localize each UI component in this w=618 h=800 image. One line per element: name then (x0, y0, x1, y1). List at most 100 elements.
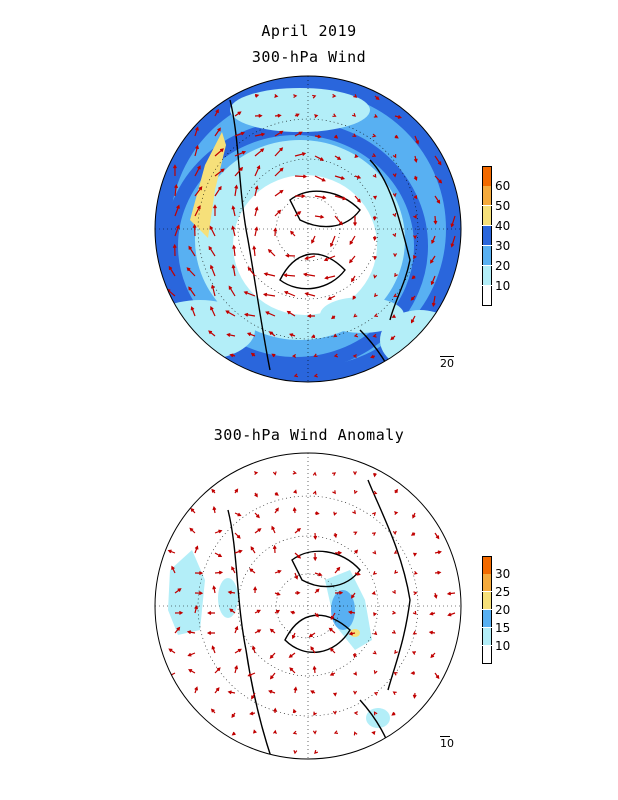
wind-arrow-icon (268, 331, 276, 337)
wind-arrow-icon (373, 255, 377, 261)
wind-arrow-icon (274, 94, 279, 98)
wind-arrow-icon (294, 113, 300, 118)
wind-arrow-icon (372, 153, 377, 157)
wind-arrow-icon (231, 264, 236, 277)
colorbar-label: 50 (495, 199, 511, 213)
wind-arrow-icon (168, 265, 176, 277)
wind-arrow-icon (414, 135, 419, 145)
wind-arrow-icon (273, 707, 278, 714)
wind-arrow-icon (254, 185, 259, 197)
wind-arrow-icon (246, 332, 256, 337)
wind-arrow-icon (434, 175, 443, 184)
wind-arrow-icon (194, 165, 201, 177)
wind-arrow-icon (214, 168, 225, 177)
wind-arrow-icon (394, 649, 398, 655)
wind-arrow-icon (227, 590, 236, 595)
wind-arrow-icon (292, 506, 297, 514)
wind-arrow-icon (234, 488, 239, 494)
wind-arrow-icon (314, 195, 327, 200)
wind-arrow-icon (373, 293, 378, 298)
wind-arrow-icon (190, 507, 196, 514)
wind-arrow-icon (430, 652, 436, 659)
wind-arrow-icon (194, 144, 199, 157)
wind-arrow-icon (210, 708, 216, 714)
wind-arrow-icon (352, 133, 357, 137)
wind-arrow-icon (210, 306, 216, 317)
wind-arrow-icon (231, 566, 236, 574)
wind-arrow-icon (332, 710, 337, 715)
wind-arrow-icon (332, 490, 336, 495)
wind-arrow-icon (231, 225, 236, 237)
colorbar-label: 60 (495, 179, 511, 193)
wind-arrow-icon (214, 529, 223, 534)
wind-arrow-icon (208, 245, 216, 257)
wind-arrow-icon (391, 630, 397, 634)
wind-arrow-icon (294, 572, 299, 580)
wind-arrow-icon (253, 471, 259, 475)
colorbar-swatch (482, 166, 492, 186)
wind-arrow-icon (251, 645, 256, 654)
wind-arrow-icon (212, 506, 217, 514)
wind-arrow-icon (192, 223, 197, 237)
wind-arrow-icon (271, 353, 276, 358)
wind-arrow-icon (312, 730, 317, 735)
wind-arrow-icon (334, 195, 347, 201)
wind-arrow-icon (292, 708, 297, 714)
figure-title: April 2019 (261, 22, 357, 40)
wind-arrow-icon (313, 373, 318, 378)
wind-arrow-icon (254, 93, 260, 98)
colorbar-swatch (482, 226, 492, 245)
wind-arrow-icon (247, 672, 256, 677)
wind-arrow-icon (229, 608, 236, 614)
wind-arrow-icon (207, 611, 216, 615)
wind-arrow-icon (353, 489, 358, 495)
wind-arrow-icon (293, 750, 298, 755)
colorbar-swatch (482, 286, 492, 306)
wind-arrow-icon (274, 113, 282, 118)
wind-arrow-icon (353, 711, 358, 716)
wind-arrow-icon (434, 155, 442, 166)
wind-arrow-icon (332, 472, 337, 476)
wind-arrow-icon (171, 565, 176, 574)
wind-arrow-icon (353, 313, 358, 318)
wind-arrow-icon (234, 549, 243, 554)
wind-arrow-icon (323, 255, 336, 262)
wind-arrow-icon (353, 471, 357, 476)
wind-arrow-icon (172, 243, 177, 257)
wind-arrow-icon (274, 147, 284, 157)
wind-vectors (166, 93, 456, 378)
wind-arrow-icon (353, 215, 357, 227)
wind-arrow-icon (334, 550, 343, 555)
wind-arrow-icon (372, 571, 377, 575)
wind-arrow-icon (167, 549, 176, 554)
wind-arrow-icon (370, 354, 376, 359)
wind-arrow-icon (350, 592, 356, 599)
colorbar-swatch (482, 592, 492, 609)
wind-arrow-icon (411, 651, 417, 655)
wind-arrow-icon (391, 314, 396, 318)
top-reference-vector: 20 (440, 356, 454, 370)
wind-arrow-icon (254, 206, 259, 217)
colorbar-label: 30 (495, 239, 511, 253)
wind-arrow-icon (410, 315, 416, 324)
wind-arrow-icon (214, 108, 219, 117)
wind-arrow-icon (372, 173, 377, 178)
wind-arrow-icon (313, 711, 317, 716)
wind-arrow-icon (213, 204, 217, 217)
colorbar-label: 10 (495, 639, 511, 653)
wind-arrow-icon (334, 155, 342, 160)
wind-arrow-icon (351, 275, 356, 283)
wind-arrow-icon (249, 568, 256, 574)
wind-arrow-icon (393, 293, 398, 298)
wind-arrow-icon (310, 646, 316, 654)
wind-arrow-icon (214, 552, 223, 558)
wind-arrow-icon (352, 354, 357, 359)
wind-arrow-icon (286, 310, 296, 317)
wind-arrow-icon (413, 175, 418, 181)
wind-arrow-icon (431, 295, 436, 307)
wind-arrow-icon (194, 205, 201, 217)
wind-arrow-icon (294, 174, 308, 179)
wind-arrow-icon (312, 471, 317, 476)
wind-arrow-icon (411, 275, 416, 280)
wind-arrow-icon (294, 527, 301, 534)
